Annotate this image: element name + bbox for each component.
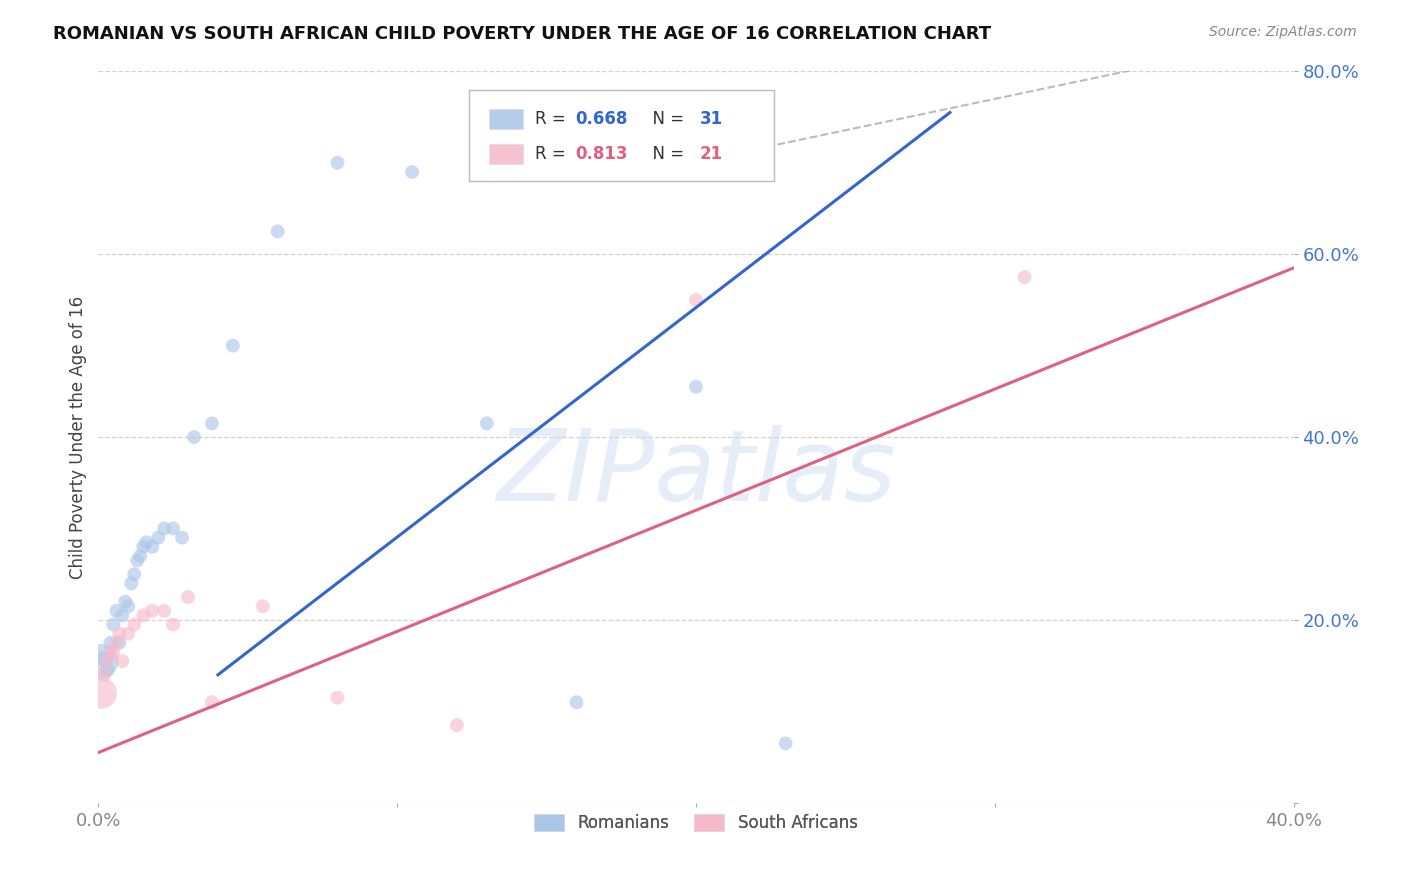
Legend: Romanians, South Africans: Romanians, South Africans: [527, 807, 865, 838]
Point: [475, 417, 498, 431]
Point: [117, 599, 139, 614]
Text: 0.668: 0.668: [575, 110, 627, 128]
Point: [117, 626, 139, 640]
Y-axis label: Child Poverty Under the Age of 16: Child Poverty Under the Age of 16: [69, 295, 87, 579]
Point: [685, 293, 707, 307]
Point: [183, 430, 205, 444]
Point: [124, 567, 146, 582]
Text: 31: 31: [700, 110, 723, 128]
Point: [103, 617, 125, 632]
FancyBboxPatch shape: [470, 90, 773, 181]
Text: 0.813: 0.813: [575, 145, 627, 163]
Text: R =: R =: [534, 110, 571, 128]
Point: [108, 626, 131, 640]
Point: [446, 718, 468, 732]
Text: ZIPatlas: ZIPatlas: [496, 425, 896, 522]
Text: R =: R =: [534, 145, 571, 163]
Bar: [489, 109, 523, 129]
Point: [98, 645, 122, 659]
Point: [148, 531, 170, 545]
Point: [93, 651, 115, 665]
Point: [326, 690, 349, 705]
Point: [108, 636, 131, 650]
Point: [172, 531, 194, 545]
Point: [96, 663, 118, 677]
Point: [153, 604, 176, 618]
Point: [1014, 270, 1036, 285]
Point: [105, 636, 128, 650]
Text: N =: N =: [643, 145, 689, 163]
Point: [201, 695, 224, 709]
Point: [326, 156, 349, 170]
Point: [120, 576, 142, 591]
Point: [127, 553, 149, 567]
Point: [135, 535, 157, 549]
Point: [103, 645, 125, 659]
Point: [222, 338, 245, 352]
Point: [90, 686, 112, 700]
Point: [162, 521, 184, 535]
Point: [93, 667, 115, 681]
Text: 21: 21: [700, 145, 723, 163]
Point: [111, 608, 134, 623]
Point: [267, 224, 290, 238]
Point: [124, 617, 146, 632]
Point: [685, 380, 707, 394]
Point: [105, 604, 128, 618]
Point: [141, 540, 163, 554]
Point: [141, 604, 163, 618]
Point: [114, 594, 136, 608]
Point: [565, 695, 588, 709]
Point: [401, 165, 423, 179]
Point: [201, 417, 224, 431]
Text: ROMANIAN VS SOUTH AFRICAN CHILD POVERTY UNDER THE AGE OF 16 CORRELATION CHART: ROMANIAN VS SOUTH AFRICAN CHILD POVERTY …: [53, 25, 991, 43]
Point: [111, 654, 134, 668]
Text: N =: N =: [643, 110, 689, 128]
Point: [90, 654, 112, 668]
Point: [98, 636, 122, 650]
Point: [153, 521, 176, 535]
Point: [129, 549, 152, 563]
Point: [252, 599, 274, 614]
Point: [132, 608, 155, 623]
Bar: [489, 144, 523, 164]
Point: [177, 590, 200, 604]
Point: [775, 736, 797, 750]
Point: [96, 654, 118, 668]
Point: [132, 540, 155, 554]
Point: [162, 617, 184, 632]
Text: Source: ZipAtlas.com: Source: ZipAtlas.com: [1209, 25, 1357, 39]
